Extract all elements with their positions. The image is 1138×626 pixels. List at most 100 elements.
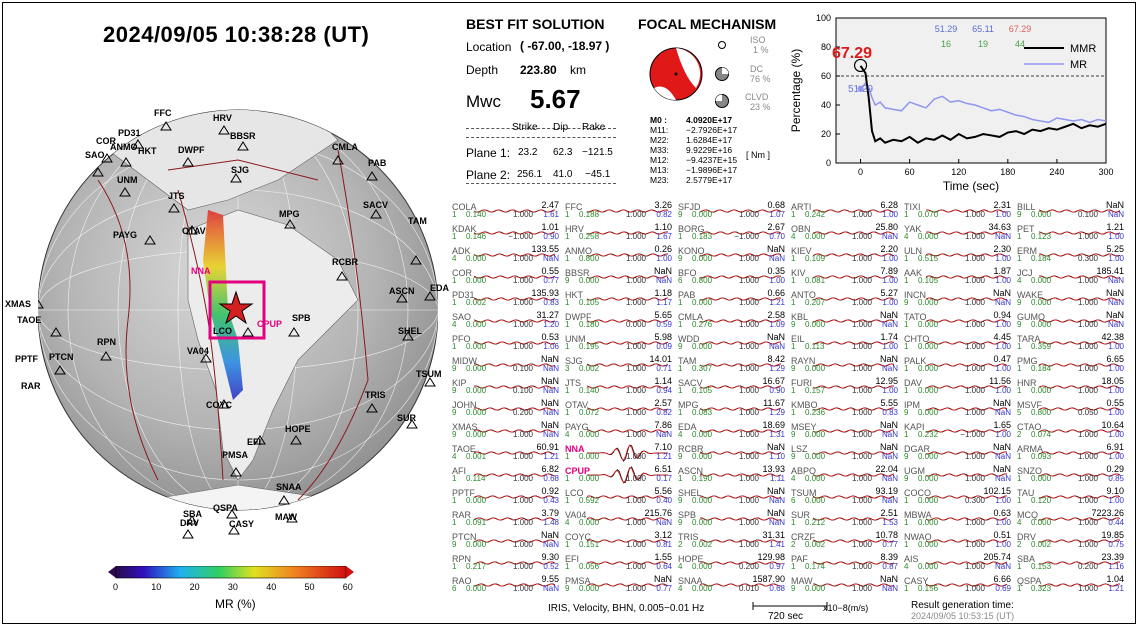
station-cell[interactable]: PAYG 7.86 4 0.000 1.000 NaN xyxy=(565,420,676,442)
station-cell[interactable]: PTCN NaN 9 0.000 1.000 NaN xyxy=(452,530,563,552)
station-cell[interactable]: ARMA 6.91 1 0.093 1.000 1.00 xyxy=(1017,442,1128,464)
station-cell[interactable]: KONO NaN 9 0.000 1.000 NaN xyxy=(678,244,789,266)
station-cell[interactable]: SAO 31.27 4 0.000 1.000 1.20 xyxy=(452,310,563,332)
station-cell[interactable]: HNR 18.05 1 0.000 1.000 1.00 xyxy=(1017,376,1128,398)
station-cell[interactable]: WDD NaN 9 0.000 1.000 NaN xyxy=(678,332,789,354)
station-cell[interactable]: PAB 0.66 1 0.000 1.000 1.21 xyxy=(678,288,789,310)
station-cell[interactable]: KIP NaN 9 0.000 0.100 NaN xyxy=(452,376,563,398)
station-cell[interactable]: TATO 0.94 1 0.000 1.000 1.00 xyxy=(904,310,1015,332)
station-cell[interactable]: EDA 18.69 4 0.000 1.000 1.31 xyxy=(678,420,789,442)
station-cell[interactable]: PFO 0.53 1 0.000 1.000 1.06 xyxy=(452,332,563,354)
station-cell[interactable]: VA04 215.76 4 0.000 1.000 NaN xyxy=(565,508,676,530)
station-cell[interactable]: MAW NaN 9 0.000 1.000 NaN xyxy=(791,574,902,596)
station-cell[interactable]: TAM 8.42 1 0.307 1.000 1.29 xyxy=(678,354,789,376)
station-cell[interactable]: CASY 6.66 1 0.156 1.000 0.69 xyxy=(904,574,1015,596)
station-cell[interactable]: FFC 3.26 1 0.188 1.000 0.82 xyxy=(565,200,676,222)
station-cell[interactable]: DAV 11.56 1 0.000 1.000 1.00 xyxy=(904,376,1015,398)
station-cell[interactable]: ERM 5.25 1 0.184 0.300 1.00 xyxy=(1017,244,1128,266)
station-cell[interactable]: PMG 6.65 1 0.184 1.000 1.00 xyxy=(1017,354,1128,376)
station-cell[interactable]: DRV 19.85 2 0.002 1.000 0.75 xyxy=(1017,530,1128,552)
station-cell[interactable]: HRV 1.10 1 0.258 1.000 1.67 xyxy=(565,222,676,244)
station-cell[interactable]: KDAK 1.01 1 0.146 −1.000 0.90 xyxy=(452,222,563,244)
station-cell[interactable]: SPB NaN 9 0.000 1.000 NaN xyxy=(678,508,789,530)
station-cell[interactable]: JOHN NaN 9 0.000 0.200 NaN xyxy=(452,398,563,420)
station-cell[interactable]: SFJD 0.68 9 0.000 1.000 1.07 xyxy=(678,200,789,222)
station-cell[interactable]: BILL NaN 9 0.000 0.100 NaN xyxy=(1017,200,1128,222)
station-cell[interactable]: MIDW NaN 9 0.000 0.100 NaN xyxy=(452,354,563,376)
station-cell[interactable]: ANTO 5.27 1 0.207 1.000 1.00 xyxy=(791,288,902,310)
station-cell[interactable]: DGAR NaN 9 0.000 1.000 NaN xyxy=(904,442,1015,464)
station-cell[interactable]: BFO 0.35 6 0.800 1.000 1.00 xyxy=(678,266,789,288)
station-cell[interactable]: AAK 1.87 1 0.105 1.000 1.00 xyxy=(904,266,1015,288)
station-cell[interactable]: ASCN 13.93 1 0.190 1.000 1.11 xyxy=(678,464,789,486)
station-cell[interactable]: SJG 14.01 3 0.002 1.000 0.71 xyxy=(565,354,676,376)
station-cell[interactable]: TAU 9.10 1 0.120 1.000 1.00 xyxy=(1017,486,1128,508)
station-cell[interactable]: RAR 3.79 1 0.091 1.000 1.48 xyxy=(452,508,563,530)
station-cell[interactable]: IPM NaN 9 0.000 1.000 NaN xyxy=(904,398,1015,420)
station-cell[interactable]: CPUP 6.51 1 0.000 1.000 0.17 xyxy=(565,464,676,486)
station-cell[interactable]: ADK 133.55 4 0.000 1.000 NaN xyxy=(452,244,563,266)
station-cell[interactable]: INCN NaN 9 0.000 1.000 NaN xyxy=(904,288,1015,310)
station-cell[interactable]: SBA 23.39 1 0.153 0.200 1.16 xyxy=(1017,552,1128,574)
station-cell[interactable]: MSVF 0.55 5 0.800 0.050 1.00 xyxy=(1017,398,1128,420)
station-cell[interactable]: FURI 12.95 1 0.157 1.000 1.00 xyxy=(791,376,902,398)
station-cell[interactable]: MCQ 7223.26 4 0.000 1.000 0.44 xyxy=(1017,508,1128,530)
station-cell[interactable]: ULN 2.30 1 0.515 1.000 1.00 xyxy=(904,244,1015,266)
station-cell[interactable]: KAPI 1.65 1 0.232 −1.000 1.00 xyxy=(904,420,1015,442)
station-cell[interactable]: BORG 2.67 1 0.183 −1.000 0.70 xyxy=(678,222,789,244)
station-cell[interactable]: KBL NaN 9 0.000 1.000 NaN xyxy=(791,310,902,332)
station-cell[interactable]: UGM NaN 9 0.000 1.000 NaN xyxy=(904,464,1015,486)
station-cell[interactable]: AIS 205.74 4 0.000 1.000 NaN xyxy=(904,552,1015,574)
station-cell[interactable]: SUR 2.51 1 0.212 1.000 1.53 xyxy=(791,508,902,530)
station-cell[interactable]: MBWA 0.63 1 0.000 1.000 1.00 xyxy=(904,508,1015,530)
station-cell[interactable]: CTAO 10.64 2 0.074 1.000 1.00 xyxy=(1017,420,1128,442)
station-cell[interactable]: NWAO 0.51 1 0.000 1.000 1.00 xyxy=(904,530,1015,552)
station-cell[interactable]: COYC 3.12 1 0.151 1.000 0.81 xyxy=(565,530,676,552)
station-cell[interactable]: DWPF 5.65 1 0.180 0.000 0.59 xyxy=(565,310,676,332)
station-cell[interactable]: RAYN NaN 9 0.000 1.000 NaN xyxy=(791,354,902,376)
station-cell[interactable]: ABPO 22.04 4 0.000 1.000 NaN xyxy=(791,464,902,486)
station-cell[interactable]: EFI 1.55 1 0.056 1.000 0.64 xyxy=(565,552,676,574)
station-cell[interactable]: MSEY NaN 9 0.000 1.000 NaN xyxy=(791,420,902,442)
station-cell[interactable]: LSZ NaN 9 0.000 1.000 NaN xyxy=(791,442,902,464)
station-cell[interactable]: COCO 102.15 1 0.000 0.300 1.00 xyxy=(904,486,1015,508)
station-cell[interactable]: PPTF 0.92 1 0.000 1.000 0.43 xyxy=(452,486,563,508)
station-cell[interactable]: BBSR NaN 9 0.000 1.000 NaN xyxy=(565,266,676,288)
station-cell[interactable]: JTS 1.14 1 0.140 1.000 0.94 xyxy=(565,376,676,398)
station-cell[interactable]: SHEL NaN 9 0.000 1.000 NaN xyxy=(678,486,789,508)
station-cell[interactable]: JCJ 185.41 4 0.000 1.000 NaN xyxy=(1017,266,1128,288)
station-cell[interactable]: TAOE 60.91 4 0.001 1.000 1.21 xyxy=(452,442,563,464)
station-cell[interactable]: UNM 5.98 1 0.195 1.000 0.09 xyxy=(565,332,676,354)
station-cell[interactable]: WAKE NaN 9 0.000 1.000 NaN xyxy=(1017,288,1128,310)
station-cell[interactable]: COLA 2.47 1 0.140 1.000 1.61 xyxy=(452,200,563,222)
station-cell[interactable]: TRIS 31.31 2 0.002 1.000 1.41 xyxy=(678,530,789,552)
station-cell[interactable]: CMLA 2.58 1 0.276 1.000 1.09 xyxy=(678,310,789,332)
station-cell[interactable]: OBN 25.80 4 0.000 1.000 NaN xyxy=(791,222,902,244)
station-cell[interactable]: PMSA NaN 9 0.000 1.000 0.77 xyxy=(565,574,676,596)
station-cell[interactable]: CHTO 4.45 1 0.000 1.000 1.00 xyxy=(904,332,1015,354)
station-cell[interactable]: HOPE 129.98 4 0.000 0.200 0.97 xyxy=(678,552,789,574)
station-cell[interactable]: RCBR NaN 9 0.000 1.000 1.10 xyxy=(678,442,789,464)
station-cell[interactable]: OTAV 2.57 1 0.072 1.000 0.82 xyxy=(565,398,676,420)
station-cell[interactable]: KIEV 2.20 1 0.109 1.000 1.00 xyxy=(791,244,902,266)
station-cell[interactable]: XMAS NaN 9 0.000 1.000 NaN xyxy=(452,420,563,442)
station-cell[interactable]: NNA 7.10 1 0.000 1.000 1.21 xyxy=(565,442,676,464)
station-cell[interactable]: KIV 7.89 1 0.081 1.000 1.00 xyxy=(791,266,902,288)
station-cell[interactable]: LCO 5.56 1 0.592 1.000 0.40 xyxy=(565,486,676,508)
station-cell[interactable]: SNAA 1587.90 4 0.000 0.010 0.68 xyxy=(678,574,789,596)
station-cell[interactable]: ARTI 6.28 1 0.242 1.000 1.00 xyxy=(791,200,902,222)
station-cell[interactable]: TARA 42.38 1 0.359 1.000 1.00 xyxy=(1017,332,1128,354)
station-cell[interactable]: PD31 135.93 1 0.002 1.000 0.83 xyxy=(452,288,563,310)
station-cell[interactable]: CRZF 10.78 2 0.002 1.000 0.77 xyxy=(791,530,902,552)
station-cell[interactable]: PET 1.21 1 0.123 1.000 1.00 xyxy=(1017,222,1128,244)
station-cell[interactable]: RAO 9.55 6 0.000 1.000 NaN xyxy=(452,574,563,596)
station-cell[interactable]: ANMO 0.26 1 0.800 1.000 1.00 xyxy=(565,244,676,266)
station-cell[interactable]: PAF 8.39 1 0.174 1.000 0.87 xyxy=(791,552,902,574)
station-cell[interactable]: MPG 11.67 1 0.083 1.000 1.29 xyxy=(678,398,789,420)
station-cell[interactable]: GUMO NaN 9 0.000 1.000 NaN xyxy=(1017,310,1128,332)
station-cell[interactable]: YAK 34.63 4 0.000 1.000 NaN xyxy=(904,222,1015,244)
station-cell[interactable]: SNZO 0.29 1 0.000 1.000 0.85 xyxy=(1017,464,1128,486)
station-cell[interactable]: HKT 1.18 1 0.105 1.000 1.17 xyxy=(565,288,676,310)
station-cell[interactable]: PALK 0.47 1 0.000 1.000 1.00 xyxy=(904,354,1015,376)
station-cell[interactable]: SACV 16.67 1 0.105 1.000 0.90 xyxy=(678,376,789,398)
